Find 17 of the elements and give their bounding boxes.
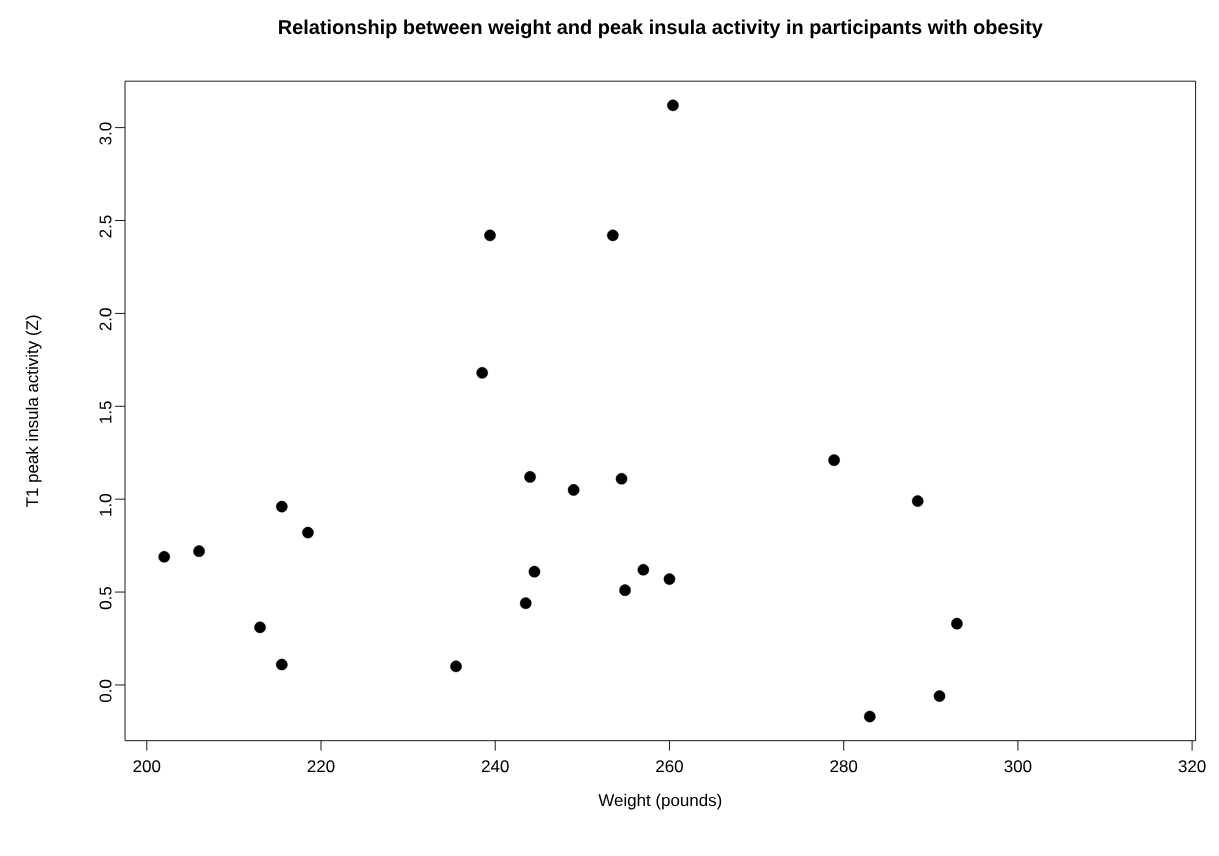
y-tick-label: 0.0 (99, 679, 112, 703)
y-axis-title: T1 peak insula activity (Z) (25, 315, 42, 508)
x-tick-label: 240 (481, 760, 509, 773)
x-axis-title: Weight (pounds) (598, 793, 722, 810)
x-tick-label: 300 (1004, 760, 1032, 773)
y-tick-label: 2.5 (99, 215, 112, 238)
x-tick-label: 320 (1178, 760, 1206, 773)
y-tick-label: 1.5 (99, 401, 112, 423)
chart-title: Relationship between weight and peak insula activity in participants with obesity (279, 19, 1043, 39)
x-tick-label: 260 (656, 760, 683, 773)
x-tick-label: 280 (830, 760, 858, 773)
y-tick-label: 3.0 (99, 122, 112, 145)
y-tick-label: 0.5 (99, 587, 112, 610)
x-tick-label: 220 (307, 760, 335, 773)
y-tick-label: 2.0 (99, 308, 112, 331)
x-tick-label: 200 (133, 760, 161, 773)
y-tick-label: 1.0 (99, 494, 112, 516)
